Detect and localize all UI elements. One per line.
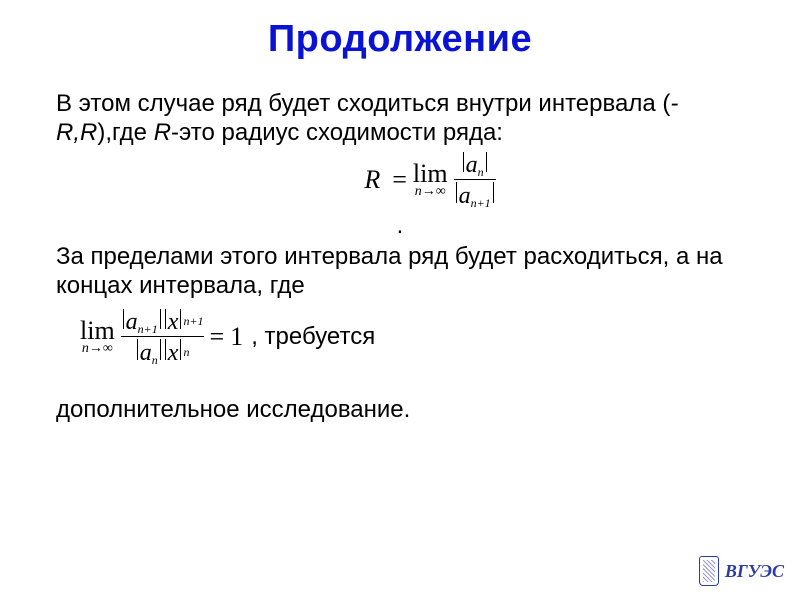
abs-bar-icon xyxy=(493,182,494,203)
abs-bar-icon xyxy=(180,309,181,330)
f1-den-a: a xyxy=(459,184,471,208)
f1-eq: = xyxy=(392,165,407,195)
f2-eq: = xyxy=(210,322,225,352)
formula1-period: . xyxy=(50,212,750,240)
f1-lim: lim n→∞ xyxy=(413,161,448,199)
f2-denominator: an x n xyxy=(135,339,190,365)
f2-den-a: a xyxy=(140,341,152,365)
f2-den-x: x xyxy=(168,341,179,365)
f2-fraction: an+1 x n+1 an x n xyxy=(121,309,204,366)
abs-bar-icon xyxy=(123,309,124,330)
footer-logo: ВГУЭС xyxy=(699,556,784,586)
f2-lim: lim n→∞ xyxy=(80,318,115,356)
abs-bar-icon xyxy=(180,339,181,360)
f2-lim-arrow: →∞ xyxy=(89,341,113,356)
formula-radius: R = lim n→∞ an an+1 xyxy=(110,152,750,209)
slide-title: Продолжение xyxy=(50,18,750,61)
f2-numerator: an+1 x n+1 xyxy=(121,309,204,335)
f1-lim-arrow: →∞ xyxy=(422,184,446,199)
paragraph-2: За пределами этого интервала ряд будет р… xyxy=(56,242,750,301)
p1-text-a: В этом случае ряд будет сходиться внутри… xyxy=(56,90,670,117)
formula-endpoints: lim n→∞ an+1 x n+1 an x n xyxy=(80,309,750,366)
abs-bar-icon xyxy=(160,309,161,330)
abs-bar-icon xyxy=(165,339,166,360)
abs-bar-icon xyxy=(463,152,464,173)
abs-bar-icon xyxy=(137,339,138,360)
fraction-bar-icon xyxy=(121,336,204,337)
f2-lim-n: n xyxy=(82,341,89,356)
p1-R: R xyxy=(154,119,171,146)
slide: Продолжение В этом случае ряд будет сход… xyxy=(0,0,800,600)
abs-bar-icon xyxy=(486,152,487,173)
f2-den-a-sub: n xyxy=(152,354,158,366)
f2-lim-sub: n→∞ xyxy=(82,342,113,356)
f1-num-a: a xyxy=(466,153,478,177)
f1-den-sub: n+1 xyxy=(471,197,491,209)
logo-emblem-icon xyxy=(699,556,719,586)
f2-num-a-sub: n+1 xyxy=(138,323,158,335)
paragraph-3: дополнительное исследование. xyxy=(56,395,750,424)
f2-num-x: x xyxy=(168,310,179,334)
p2-tail: , требуется xyxy=(251,323,375,351)
f1-fraction: an an+1 xyxy=(454,152,496,209)
f2-one: 1 xyxy=(230,322,243,352)
f2-num-a: a xyxy=(126,310,138,334)
logo-text: ВГУЭС xyxy=(725,561,784,582)
p1-text-c: ),где xyxy=(97,119,153,146)
f1-R: R xyxy=(364,165,380,195)
f1-denominator: an+1 xyxy=(454,182,496,208)
paragraph-1: В этом случае ряд будет сходиться внутри… xyxy=(56,89,750,148)
f1-numerator: an xyxy=(461,152,489,178)
f1-lim-sub: n→∞ xyxy=(415,185,446,199)
abs-bar-icon xyxy=(456,182,457,203)
f2-den-exp: n xyxy=(183,346,189,358)
f1-num-sub: n xyxy=(478,166,484,178)
abs-bar-icon xyxy=(165,309,166,330)
f2-num-exp: n+1 xyxy=(183,315,203,327)
p1-text-e: -это радиус сходимости ряда: xyxy=(171,119,503,146)
abs-bar-icon xyxy=(160,339,161,360)
f1-lim-n: n xyxy=(415,184,422,199)
fraction-bar-icon xyxy=(454,179,496,180)
